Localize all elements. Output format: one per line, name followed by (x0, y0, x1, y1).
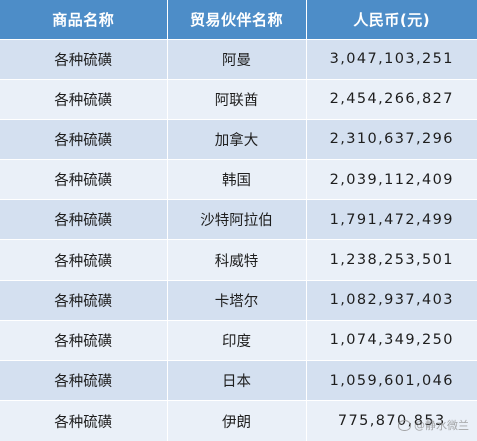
cell-partner: 阿曼 (167, 38, 307, 80)
watermark: @静水微兰 (398, 417, 469, 433)
cell-commodity: 各种硫磺 (0, 38, 168, 80)
cell-rmb: 1,059,601,046 (306, 359, 477, 401)
table-row: 各种硫磺 韩国 2,039,112,409 (0, 159, 477, 200)
header-partner: 贸易伙伴名称 (167, 0, 307, 39)
table-row: 各种硫磺 伊朗 775,870,853 (0, 400, 477, 441)
table-row: 各种硫磺 沙特阿拉伯 1,791,472,499 (0, 199, 477, 240)
cell-partner: 日本 (167, 359, 307, 401)
table-row: 各种硫磺 阿曼 3,047,103,251 (0, 38, 477, 80)
table-header-row: 商品名称 贸易伙伴名称 人民币(元) (0, 0, 477, 39)
cell-rmb: 2,310,637,296 (306, 118, 477, 160)
cell-rmb: 1,791,472,499 (306, 199, 477, 240)
weibo-icon (398, 419, 411, 431)
watermark-text: @静水微兰 (414, 419, 469, 432)
cell-partner: 阿联酋 (167, 78, 307, 120)
cell-commodity: 各种硫磺 (0, 359, 168, 401)
cell-commodity: 各种硫磺 (0, 400, 168, 441)
cell-commodity: 各种硫磺 (0, 199, 168, 240)
table-row: 各种硫磺 科威特 1,238,253,501 (0, 239, 477, 281)
cell-rmb: 3,047,103,251 (306, 38, 477, 80)
header-rmb: 人民币(元) (306, 0, 477, 39)
table-row: 各种硫磺 卡塔尔 1,082,937,403 (0, 279, 477, 321)
cell-partner: 科威特 (167, 239, 307, 281)
cell-partner: 卡塔尔 (167, 279, 307, 321)
cell-commodity: 各种硫磺 (0, 159, 168, 200)
cell-rmb: 1,082,937,403 (306, 279, 477, 321)
table-row: 各种硫磺 印度 1,074,349,250 (0, 319, 477, 361)
table-row: 各种硫磺 加拿大 2,310,637,296 (0, 118, 477, 160)
cell-commodity: 各种硫磺 (0, 78, 168, 120)
cell-rmb: 2,454,266,827 (306, 78, 477, 120)
cell-commodity: 各种硫磺 (0, 279, 168, 321)
header-commodity: 商品名称 (0, 0, 168, 39)
cell-commodity: 各种硫磺 (0, 239, 168, 281)
cell-rmb: 775,870,853 (306, 400, 477, 441)
table-body: 各种硫磺 阿曼 3,047,103,251 各种硫磺 阿联酋 2,454,266,827 各… (0, 38, 477, 441)
cell-partner: 沙特阿拉伯 (167, 199, 307, 240)
cell-rmb: 1,074,349,250 (306, 319, 477, 361)
cell-partner: 伊朗 (167, 400, 307, 441)
table-row: 各种硫磺 阿联酋 2,454,266,827 (0, 78, 477, 120)
table-row: 各种硫磺 日本 1,059,601,046 (0, 359, 477, 401)
cell-partner: 韩国 (167, 159, 307, 200)
cell-rmb: 2,039,112,409 (306, 159, 477, 200)
cell-commodity: 各种硫磺 (0, 118, 168, 160)
cell-partner: 印度 (167, 319, 307, 361)
cell-partner: 加拿大 (167, 118, 307, 160)
cell-rmb: 1,238,253,501 (306, 239, 477, 281)
cell-commodity: 各种硫磺 (0, 319, 168, 361)
